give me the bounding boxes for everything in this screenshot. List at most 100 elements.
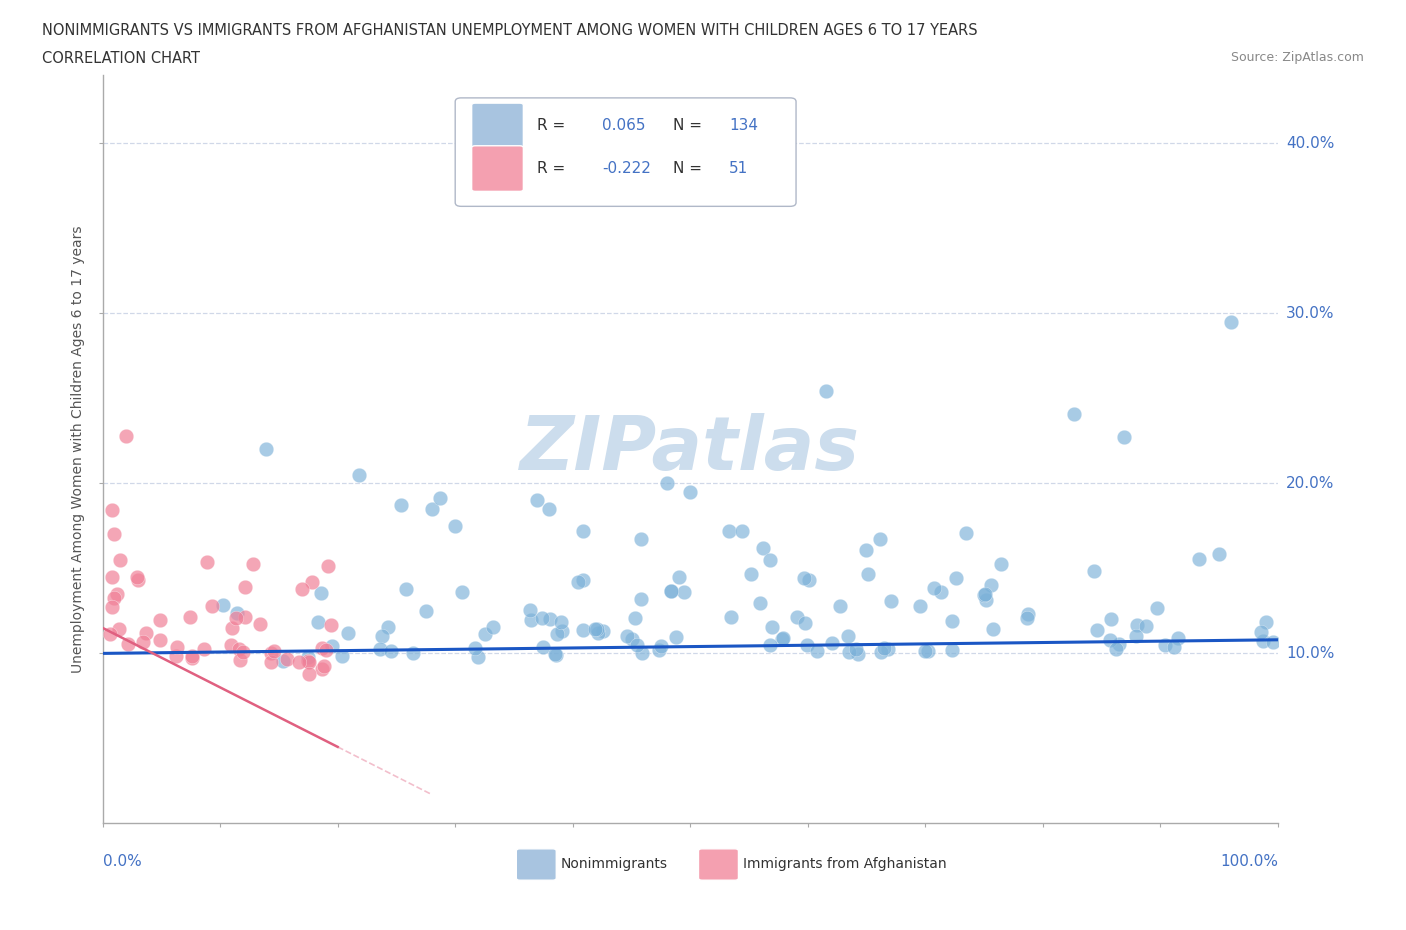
Point: [869, 532, 891, 547]
Point: [311, 662, 333, 677]
Point: [583, 621, 606, 636]
Point: [929, 585, 952, 600]
Point: [814, 383, 837, 398]
Point: [201, 599, 224, 614]
Point: [464, 640, 486, 655]
Text: 40.0%: 40.0%: [1286, 136, 1334, 151]
Text: Source: ZipAtlas.com: Source: ZipAtlas.com: [1230, 51, 1364, 64]
Point: [659, 584, 682, 599]
Point: [135, 625, 157, 640]
Point: [1135, 618, 1157, 633]
Point: [297, 650, 319, 665]
Point: [1146, 601, 1168, 616]
Text: ZIPatlas: ZIPatlas: [520, 413, 860, 485]
Point: [149, 612, 172, 627]
Point: [793, 571, 815, 586]
Point: [941, 614, 963, 629]
Point: [1104, 642, 1126, 657]
FancyBboxPatch shape: [516, 849, 557, 880]
Point: [1083, 564, 1105, 578]
Point: [620, 631, 643, 646]
Point: [429, 491, 451, 506]
Point: [131, 634, 153, 649]
Point: [368, 642, 391, 657]
Text: NONIMMIGRANTS VS IMMIGRANTS FROM AFGHANISTAN UNEMPLOYMENT AMONG WOMEN WITH CHILD: NONIMMIGRANTS VS IMMIGRANTS FROM AFGHANI…: [42, 23, 977, 38]
Point: [297, 654, 319, 669]
Point: [263, 644, 285, 658]
Point: [307, 614, 329, 629]
FancyBboxPatch shape: [471, 103, 523, 149]
Point: [316, 559, 339, 574]
Point: [298, 667, 321, 682]
Point: [1251, 633, 1274, 648]
Point: [117, 636, 139, 651]
Point: [166, 640, 188, 655]
Point: [786, 609, 808, 624]
Point: [772, 631, 794, 645]
Point: [749, 595, 772, 610]
Text: Immigrants from Afghanistan: Immigrants from Afghanistan: [744, 857, 946, 870]
Text: CORRELATION CHART: CORRELATION CHART: [42, 51, 200, 66]
Point: [616, 628, 638, 643]
Point: [444, 518, 467, 533]
Text: 20.0%: 20.0%: [1286, 476, 1334, 491]
Point: [260, 655, 283, 670]
Y-axis label: Unemployment Among Women with Children Ages 6 to 17 years: Unemployment Among Women with Children A…: [72, 226, 86, 673]
Point: [1188, 551, 1211, 566]
Text: N =: N =: [672, 118, 702, 133]
Point: [624, 610, 647, 625]
Point: [550, 615, 572, 630]
Point: [740, 566, 762, 581]
Point: [858, 566, 880, 581]
Point: [546, 627, 568, 642]
Point: [1015, 610, 1038, 625]
Point: [301, 574, 323, 589]
Point: [1261, 634, 1284, 649]
Point: [101, 569, 124, 584]
Point: [585, 621, 607, 636]
Point: [180, 649, 202, 664]
Point: [1112, 430, 1135, 445]
Point: [1125, 629, 1147, 644]
Point: [311, 641, 333, 656]
Point: [389, 498, 412, 512]
Point: [983, 622, 1005, 637]
Point: [631, 645, 654, 660]
Point: [1108, 636, 1130, 651]
Point: [630, 591, 652, 606]
Point: [720, 609, 742, 624]
Point: [254, 442, 277, 457]
Point: [846, 646, 869, 661]
Point: [770, 631, 793, 646]
Point: [520, 613, 543, 628]
Point: [332, 649, 354, 664]
Point: [837, 629, 859, 644]
Text: 51: 51: [730, 161, 748, 176]
Point: [347, 468, 370, 483]
Point: [315, 643, 337, 658]
Point: [544, 647, 567, 662]
FancyBboxPatch shape: [699, 849, 738, 880]
Point: [655, 476, 678, 491]
Text: 0.0%: 0.0%: [103, 854, 142, 869]
Point: [221, 620, 243, 635]
Point: [181, 651, 204, 666]
Point: [232, 644, 254, 659]
Point: [571, 524, 593, 538]
Point: [872, 641, 894, 656]
Point: [101, 503, 124, 518]
Point: [249, 617, 271, 631]
Point: [941, 643, 963, 658]
Point: [917, 644, 939, 658]
Point: [276, 652, 298, 667]
Point: [551, 624, 574, 639]
Point: [101, 599, 124, 614]
Point: [876, 642, 898, 657]
Text: R =: R =: [537, 161, 565, 176]
Point: [1250, 625, 1272, 640]
Point: [586, 625, 609, 640]
Point: [572, 622, 595, 637]
Point: [415, 604, 437, 618]
Point: [796, 638, 818, 653]
Point: [648, 643, 671, 658]
